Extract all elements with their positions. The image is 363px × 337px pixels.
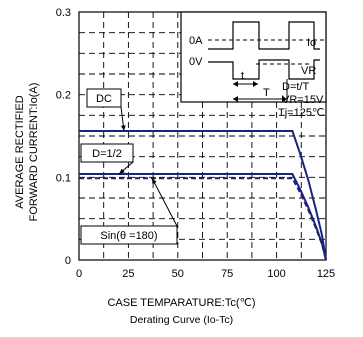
callout-arrowhead — [152, 178, 157, 185]
axis-ticks: 0 25 50 75 100 125 0 0.1 0.2 0.3 — [56, 7, 335, 280]
x-axis-label: CASE TEMPARATURE:Tc(℃) — [107, 297, 256, 309]
inset-t-arrowheads — [233, 81, 258, 87]
series-lines — [79, 130, 327, 261]
callout-label: D=1/2 — [92, 148, 122, 160]
series-line-2 — [79, 177, 327, 261]
inset-label-T: T — [263, 87, 270, 99]
inset-current-pulse — [208, 21, 320, 50]
inset-param-tj: Tj=125℃ — [278, 107, 324, 119]
inset-label-0A: 0A — [189, 35, 203, 47]
y-axis-label-line1: AVERAGE RECTIFIED — [14, 95, 26, 209]
callout-arrowhead — [120, 125, 126, 132]
inset-label-vr: VR — [301, 65, 316, 77]
x-tick-label: 0 — [76, 268, 82, 280]
inset-label-io: Io — [307, 37, 316, 49]
callout-label: Sin(θ =180) — [100, 230, 157, 242]
x-tick-label: 125 — [317, 268, 335, 280]
inset-voltage-wave — [208, 59, 320, 80]
x-tick-label: 50 — [172, 268, 184, 280]
waveform-inset: 0A 0V Io VR t T D=t/T VR=15V Tj=125℃ — [180, 11, 327, 119]
series-line-1 — [79, 173, 327, 261]
x-tick-label: 100 — [267, 268, 285, 280]
callout-box — [80, 225, 178, 245]
y-tick-label: 0.2 — [56, 90, 71, 102]
callout-box — [80, 143, 134, 163]
inset-frame — [180, 11, 327, 103]
callout-arrowhead — [119, 168, 125, 175]
callout-label: DC — [96, 93, 112, 105]
inset-param-duty: D=t/T — [282, 81, 309, 93]
series-line-0 — [79, 130, 327, 261]
x-tick-label: 25 — [122, 268, 134, 280]
x-tick-label: 75 — [221, 268, 233, 280]
inset-param-vr: VR=15V — [282, 94, 324, 106]
y-tick-label: 0 — [65, 255, 71, 267]
callout-box — [86, 88, 122, 108]
callout-leader — [151, 177, 178, 227]
inset-label-0V: 0V — [189, 56, 203, 68]
y-tick-label: 0.3 — [56, 7, 71, 19]
callouts: DC D=1/2 Sin(θ =180) — [80, 88, 178, 245]
y-axis-label-line2: FORWARD CURRENT:Io(A) — [28, 83, 40, 222]
chart-subtitle: Derating Curve (Io-Tc) — [129, 314, 234, 326]
y-tick-label: 0.1 — [56, 172, 71, 184]
inset-label-t: t — [241, 70, 244, 82]
